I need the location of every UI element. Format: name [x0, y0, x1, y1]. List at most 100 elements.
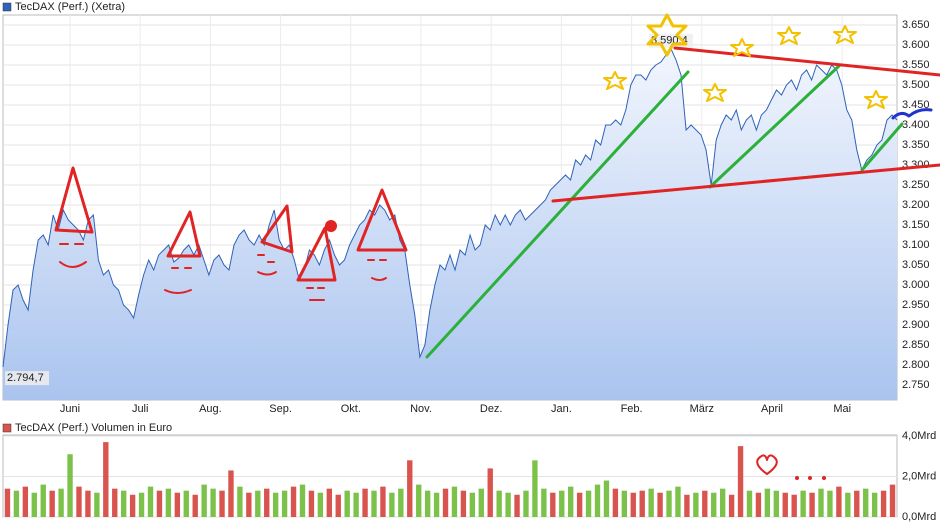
- volume-bar: [4, 488, 11, 517]
- volume-bar: [255, 490, 261, 517]
- volume-bar: [478, 488, 484, 517]
- volume-bar: [138, 492, 145, 517]
- volume-bar: [782, 492, 788, 517]
- volume-bar: [693, 492, 699, 517]
- star: [833, 25, 857, 44]
- volume-bar: [264, 488, 270, 517]
- area: [3, 48, 897, 401]
- volume-bar: [711, 492, 717, 517]
- volume-bar: [496, 490, 502, 517]
- volume-bar: [85, 490, 91, 517]
- face: [367, 259, 387, 281]
- volume-bar: [702, 490, 708, 517]
- volume-bar: [416, 484, 422, 517]
- star: [703, 83, 727, 102]
- volume-bar: [317, 492, 324, 517]
- hand-drawings: [54, 13, 940, 480]
- dot: [822, 476, 826, 480]
- y-tick-label: 3.150: [902, 219, 930, 231]
- volume-bar: [112, 488, 118, 517]
- volume-bar: [389, 492, 395, 517]
- volume-bar: [22, 486, 29, 517]
- price-line: [2, 47, 898, 368]
- y-tick-label: 3.450: [902, 99, 930, 111]
- volume-bar: [299, 484, 306, 517]
- face: [257, 254, 277, 276]
- volume-bar: [791, 494, 797, 517]
- volume-bar: [863, 488, 869, 517]
- volume-bar: [353, 492, 359, 517]
- heart: [756, 454, 778, 475]
- x-tick-label: Juli: [132, 403, 149, 415]
- dot: [795, 476, 799, 480]
- volume-bar: [460, 490, 467, 517]
- volume-bar: [210, 488, 216, 517]
- volume-bar: [13, 490, 20, 517]
- volume-bar: [541, 488, 547, 517]
- y-tick-label: 3.000: [902, 279, 930, 291]
- volume-bar: [237, 486, 243, 517]
- volume-bar: [827, 490, 833, 517]
- volume-bar: [121, 490, 127, 517]
- volume-bar: [764, 488, 771, 517]
- y-tick-label: 2.750: [902, 379, 930, 391]
- legend-swatch: [2, 423, 12, 433]
- y-tick-label: 3.350: [902, 139, 930, 151]
- volume-bar: [594, 484, 601, 517]
- hat: [54, 166, 94, 234]
- y-tick-label: 3.050: [902, 259, 930, 271]
- volume-bar: [684, 494, 690, 517]
- volume-bar: [568, 486, 574, 517]
- volume-bar: [505, 492, 511, 517]
- y-tick-label: 3.400: [902, 119, 930, 131]
- y-tick-label: 2.850: [902, 339, 930, 351]
- volume-bar: [335, 494, 341, 517]
- volume-bar: [246, 492, 252, 517]
- volume-bar: [442, 488, 449, 517]
- y-tick-label: 2,0Mrd: [902, 470, 936, 482]
- y-tick-label: 3.650: [902, 19, 930, 31]
- volume-bar: [836, 486, 842, 517]
- volume-bar: [147, 486, 154, 517]
- volume-bar: [281, 490, 288, 517]
- volume-bar: [407, 460, 413, 517]
- volume-bar: [67, 454, 73, 517]
- volume-bar: [719, 488, 726, 517]
- volume-bar: [603, 480, 610, 517]
- star: [730, 38, 754, 57]
- volume-bar: [58, 488, 64, 517]
- volume-bar: [228, 470, 234, 517]
- volume-bar: [165, 488, 172, 517]
- star: [777, 26, 801, 45]
- volume-bar: [49, 490, 55, 517]
- volume-bar: [433, 492, 440, 517]
- volume-bar: [666, 490, 672, 517]
- trend-line: [425, 70, 690, 359]
- volume-bar: [156, 490, 163, 517]
- pompom: [325, 220, 337, 232]
- volume-bar: [344, 490, 350, 517]
- x-tick-label: Mai: [833, 403, 851, 415]
- trend-line: [708, 63, 842, 189]
- y-tick-label: 0,0Mrd: [902, 511, 936, 523]
- trend-line: [551, 163, 940, 203]
- volume-bar: [76, 486, 82, 517]
- legend-swatch: [2, 2, 12, 12]
- x-tick-label: Juni: [60, 403, 80, 415]
- y-tick-label: 3.200: [902, 199, 930, 211]
- volume-bar: [514, 494, 520, 517]
- volume-bar: [737, 446, 744, 517]
- volume-bar: [818, 488, 824, 517]
- volume-bar: [129, 494, 136, 517]
- legend-label: TecDAX (Perf.) Volumen in Euro: [15, 422, 172, 434]
- volume-bar: [648, 488, 654, 517]
- hat: [166, 210, 202, 258]
- y-tick-label: 3.250: [902, 179, 930, 191]
- volume-plot-frame: [2, 434, 898, 518]
- volume-bar: [219, 490, 225, 517]
- x-tick-label: Okt.: [341, 403, 361, 415]
- volume-bar: [183, 490, 189, 517]
- volume-bar: [639, 490, 645, 517]
